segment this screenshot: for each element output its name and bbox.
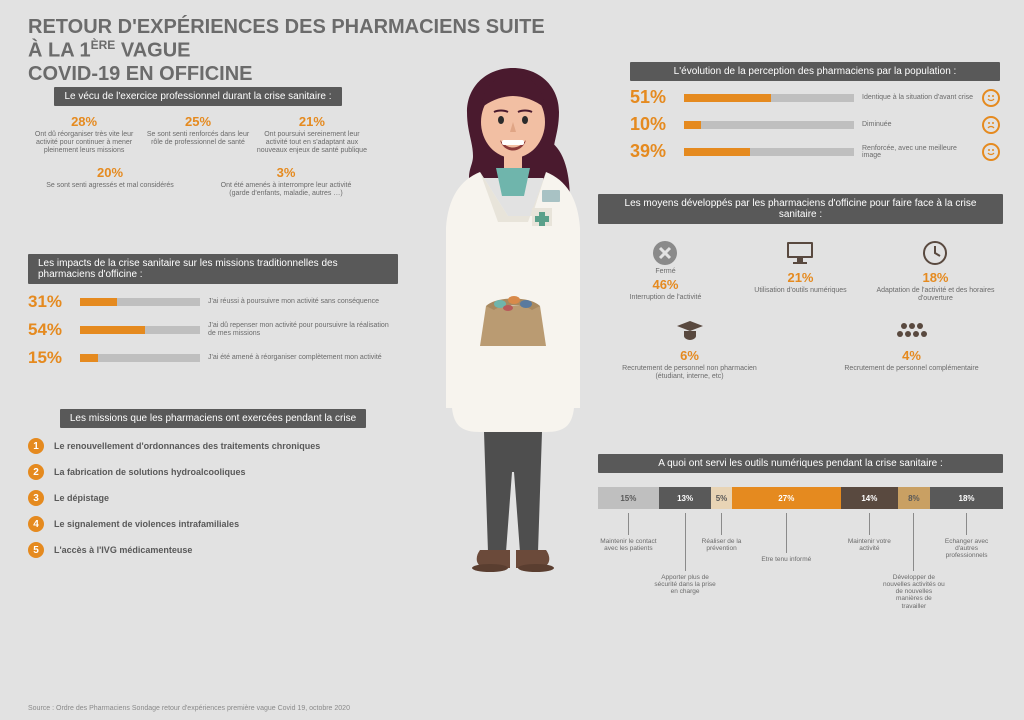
tool-label: Réaliser de la prévention (691, 513, 753, 552)
mean-item: 4%Recrutement de personnel complémentair… (831, 316, 993, 380)
tool-segment: 8% (898, 487, 930, 509)
missions-header: Les missions que les pharmaciens ont exe… (60, 409, 366, 428)
title-line1b: VAGUE (115, 40, 190, 62)
tool-segment: 15% (598, 487, 659, 509)
perception-row: 39% Renforcée, avec une meilleure image (630, 141, 1000, 162)
means-header: Les moyens développés par les pharmacien… (598, 194, 1003, 224)
face-happy-icon (982, 89, 1000, 107)
tool-segment: 13% (659, 487, 712, 509)
tool-segment: 5% (711, 487, 731, 509)
impact-bar-row: 54% J'ai dû repenser mon activité pour p… (28, 320, 398, 340)
mission-item: 5L'accès à l'IVG médicamenteuse (28, 542, 398, 558)
title-sup: ÈRE (91, 38, 116, 52)
tools-header: A quoi ont servi les outils numériques p… (598, 454, 1003, 473)
section-vecu: Le vécu de l'exercice professionnel dura… (28, 86, 368, 198)
vecu-stat: 25%Se sont senti renforcés dans leur rôl… (142, 114, 254, 155)
title-line2: COVID-19 EN OFFICINE (28, 63, 252, 85)
mission-item: 1Le renouvellement d'ordonnances des tra… (28, 438, 398, 454)
face-sad-icon (982, 116, 1000, 134)
section-means: Les moyens développés par les pharmacien… (598, 194, 1003, 381)
clock-icon (869, 238, 1003, 268)
pharmacist-illustration (408, 60, 618, 640)
section-perception: L'évolution de la perception des pharmac… (630, 62, 1000, 162)
impact-header: Les impacts de la crise sanitaire sur le… (28, 254, 398, 284)
impact-bar-row: 15% J'ai été amené à réorganiser complèt… (28, 348, 398, 368)
mean-item: 21%Utilisation d'outils numériques (734, 238, 868, 302)
tool-label: Maintenir le contact avec les patients (597, 513, 659, 552)
monitor-icon (734, 238, 868, 268)
vecu-stat: 3%Ont été amenés à interrompre leur acti… (218, 165, 354, 198)
impact-bar-row: 31% J'ai réussi à poursuivre mon activit… (28, 292, 398, 312)
vecu-stat: 21%Ont poursuivi sereinement leur activi… (256, 114, 368, 155)
vecu-stat: 28%Ont dû réorganiser très vite leur act… (28, 114, 140, 155)
mean-item: 6%Recrutement de personnel non pharmacie… (609, 316, 771, 380)
mission-item: 2La fabrication de solutions hydroalcool… (28, 464, 398, 480)
vecu-header: Le vécu de l'exercice professionnel dura… (54, 87, 341, 106)
tool-label: Etre tenu informé (755, 513, 817, 563)
perception-header: L'évolution de la perception des pharmac… (630, 62, 1000, 81)
tool-segment: 18% (930, 487, 1003, 509)
grad-icon (609, 316, 771, 346)
section-tools: A quoi ont servi les outils numériques p… (598, 454, 1003, 633)
section-missions: Les missions que les pharmaciens ont exe… (28, 408, 398, 558)
tool-segment: 14% (841, 487, 898, 509)
perception-row: 10% Diminuée (630, 114, 1000, 135)
mean-item: Fermé 46%Interruption de l'activité (599, 238, 733, 302)
tool-segment: 27% (732, 487, 841, 509)
perception-row: 51% Identique à la situation d'avant cri… (630, 87, 1000, 108)
vecu-stat: 20%Se sont senti agressés et mal considé… (42, 165, 178, 198)
mission-item: 3Le dépistage (28, 490, 398, 506)
mean-item: 18%Adaptation de l'activité et des horai… (869, 238, 1003, 302)
people-icon (831, 316, 993, 346)
source-text: Source : Ordre des Pharmaciens Sondage r… (28, 705, 350, 712)
mission-item: 4Le signalement de violences intrafamili… (28, 516, 398, 532)
face-happy-icon (982, 143, 1000, 161)
section-impact: Les impacts de la crise sanitaire sur le… (28, 254, 398, 368)
tool-label: Echanger avec d'autres professionnels (936, 513, 998, 559)
closed-icon (599, 238, 733, 268)
